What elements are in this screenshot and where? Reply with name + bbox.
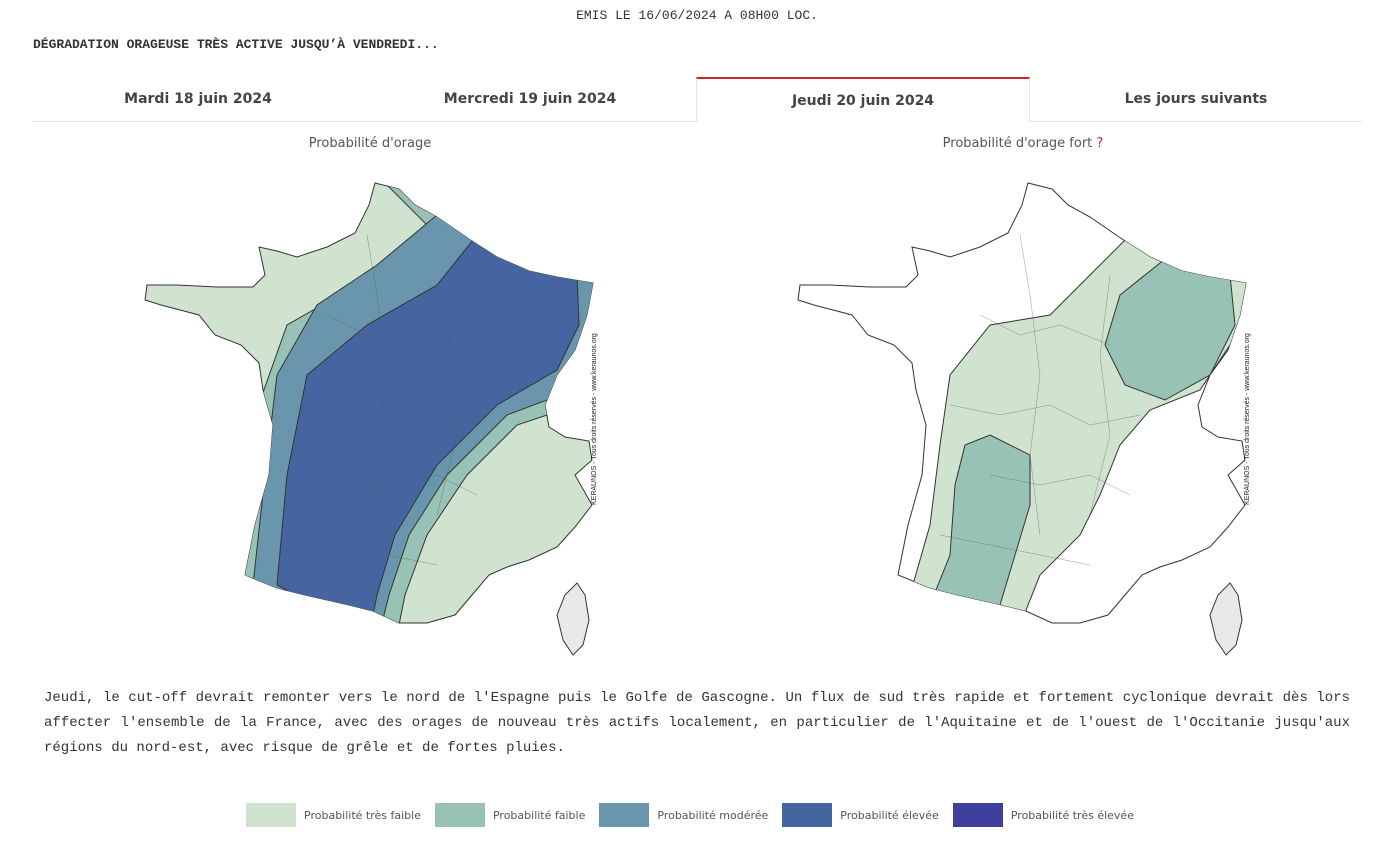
- legend-label: Probabilité faible: [492, 808, 586, 822]
- tab-wednesday[interactable]: Mercredi 19 juin 2024: [443, 91, 617, 107]
- forecast-headline: DÉGRADATION ORAGEUSE TRÈS ACTIVE JUSQU’À…: [33, 37, 439, 52]
- corsica: [1209, 582, 1243, 656]
- tab-tuesday[interactable]: Mardi 18 juin 2024: [124, 91, 272, 107]
- legend-label: Probabilité modérée: [657, 808, 769, 822]
- help-icon[interactable]: ?: [1096, 136, 1104, 151]
- tab-following-days[interactable]: Les jours suivants: [1124, 91, 1268, 107]
- legend-item: Probabilité faible: [434, 803, 587, 827]
- legend-swatch: [434, 803, 485, 827]
- forecast-description: Jeudi, le cut-off devrait remonter vers …: [44, 690, 1350, 756]
- legend-item: Probabilité modérée: [599, 803, 770, 827]
- right-map-title-text: Probabilité d'orage fort: [942, 136, 1093, 151]
- tab-thursday[interactable]: Jeudi 20 juin 2024: [696, 77, 1030, 122]
- legend-item: Probabilité très élevée: [952, 803, 1136, 827]
- legend-swatch: [599, 803, 650, 827]
- legend: Probabilité très faible Probabilité faib…: [0, 803, 1394, 827]
- zone-elevee: [276, 234, 580, 623]
- legend-label: Probabilité élevée: [840, 808, 939, 822]
- thunderstorm-probability-map: KERAUNOS - Tous droits réservés - www.ke…: [137, 175, 607, 675]
- legend-item: Probabilité élevée: [782, 803, 941, 827]
- legend-label: Probabilité très élevée: [1010, 808, 1134, 822]
- corsica: [556, 582, 590, 656]
- legend-swatch: [952, 803, 1003, 827]
- legend-label: Probabilité très faible: [304, 808, 421, 822]
- left-map-title-text: Probabilité d'orage: [308, 136, 432, 151]
- zone-faible: [1104, 254, 1236, 401]
- legend-item: Probabilité très faible: [246, 803, 423, 827]
- right-map-title: Probabilité d'orage fort ?: [773, 136, 1273, 151]
- credit-text: KERAUNOS - Tous droits réservés - www.ke…: [1244, 333, 1251, 505]
- severe-thunderstorm-probability-map: KERAUNOS - Tous droits réservés - www.ke…: [790, 175, 1260, 675]
- issued-date: EMIS LE 16/06/2024 A 08H00 LOC.: [576, 8, 818, 23]
- credit-text: KERAUNOS - Tous droits réservés - www.ke…: [591, 333, 598, 505]
- legend-swatch: [782, 803, 833, 827]
- day-tabs: Mardi 18 juin 2024 Mercredi 19 juin 2024…: [32, 77, 1362, 122]
- left-map-title: Probabilité d'orage: [120, 136, 620, 151]
- legend-swatch: [246, 803, 297, 827]
